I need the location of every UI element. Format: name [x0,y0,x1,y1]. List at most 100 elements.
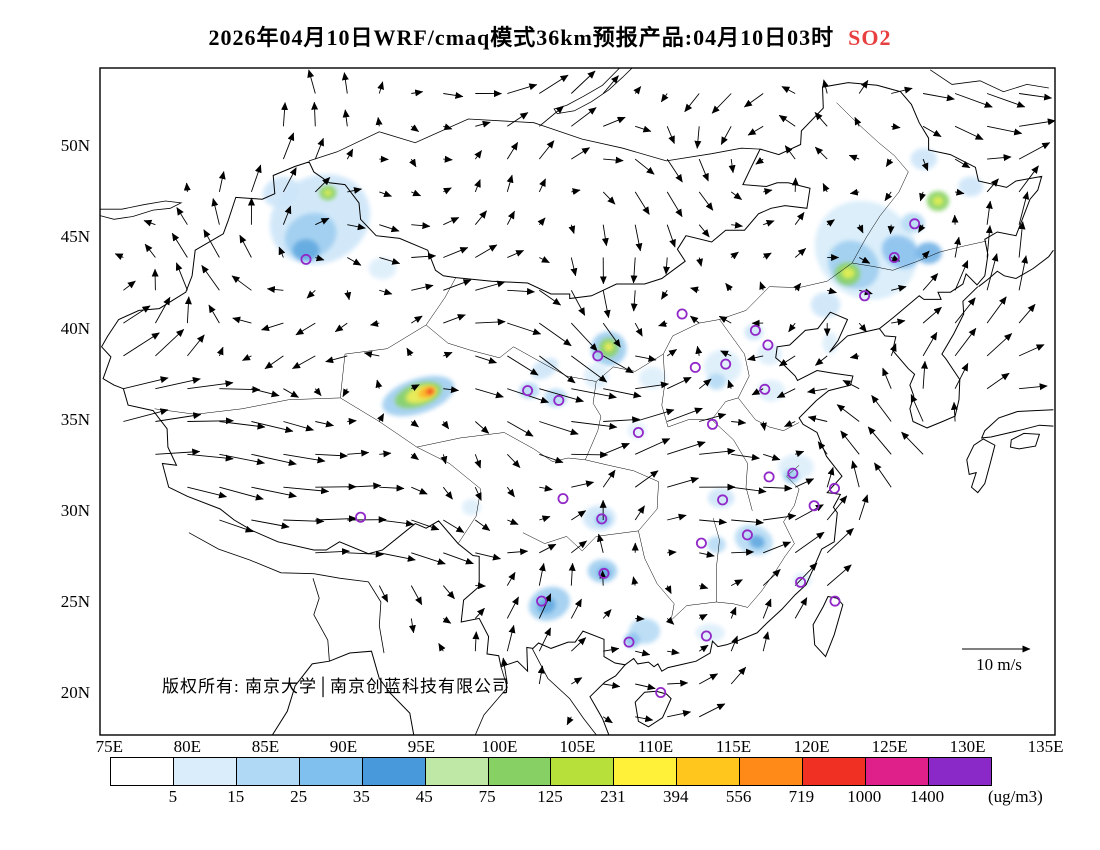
wind-vector [571,355,608,383]
wind-vector [759,281,766,291]
hainan-island [634,690,672,728]
kyushu-japan [966,438,996,494]
wind-vector [506,453,521,468]
wind-vector [815,355,828,366]
wind-vector [814,146,828,160]
wind-vector [538,178,546,193]
wind-vector [922,306,942,324]
wind-vector [314,137,324,160]
wind-vector [438,642,446,652]
wind-vector [630,290,638,312]
wind-vector [411,552,446,565]
lake-baikal [553,68,633,115]
wind-vector [729,606,737,619]
wind-vector [325,355,348,364]
wind-vector [315,254,325,262]
wind-vector [634,470,659,488]
city-marker [598,567,610,579]
wind-vector [443,386,459,394]
wind-vector [711,93,732,114]
wind-vector [698,613,708,621]
wind-vector [187,453,234,462]
wind-vector [278,246,286,258]
coastline-layer [100,68,1054,735]
wind-vector [603,646,620,654]
copyright-text: 版权所有: 南京大学│南京创蓝科技有限公司 [162,677,511,696]
pollution-area [604,342,614,352]
wind-vector [986,333,1013,357]
wind-vector [443,91,464,99]
wind-vector [411,189,422,197]
wind-vector [571,188,581,196]
wind-vector [663,257,671,275]
laos-vietnam-border [531,648,597,735]
city-marker [596,513,608,525]
lat-tick-label: 35N [60,409,90,429]
wind-vector [283,453,326,464]
wind-vector [603,416,641,424]
wind-vector [507,83,538,94]
wind-vector [690,315,700,324]
wind-vector [411,283,434,291]
lat-tick-label: 25N [60,591,90,611]
wind-vector [817,441,828,455]
wind-vector [666,126,675,145]
wind-vector [571,480,595,488]
wind-vector [1019,118,1055,127]
wind-vector [986,93,1026,108]
wind-vector [778,114,796,127]
wind-vector [922,331,938,357]
wind-vector [474,150,482,160]
wind-vector [251,486,297,499]
wind-vector [667,407,703,422]
wind-vector [506,486,515,498]
wind-vector [376,413,385,422]
wind-vector [314,177,331,193]
wind-vector [377,81,384,94]
wind-vector [292,355,316,369]
wind-vector [242,353,252,361]
wind-vector [919,191,926,202]
wind-vector [411,222,431,230]
wind-vector [794,562,818,586]
wind-vector [1018,255,1029,291]
wind-vector [666,349,678,357]
wind-vector [910,394,924,422]
wind-vector [539,453,564,464]
wind-vector [251,388,280,398]
wind-vector [216,346,224,357]
wind-vector [442,616,452,624]
wind-vector [985,200,993,225]
pollution-area [462,499,481,516]
wind-vector [891,86,913,94]
wind-vector [891,318,906,326]
city-marker [859,290,871,302]
wind-vector [850,460,860,488]
pollution-area [744,324,764,341]
wind-vector [634,322,643,337]
wind-vector [537,217,546,226]
wind-vector [954,260,969,291]
wind-vector [123,376,169,390]
wind-vector [827,287,837,295]
wind-vector [155,412,202,422]
wind-vector [201,264,220,291]
wind-vector [731,221,743,229]
colorbar-tick-label: 231 [600,787,626,806]
wind-vector [406,347,414,357]
colorbar-unit-label: (ug/m3) [988,787,1043,806]
wind-vector [442,486,453,500]
city-marker [695,537,707,549]
wind-vector [795,478,815,488]
wind-vector [239,234,252,258]
wind-vector [807,415,828,423]
wind-vector [282,205,292,225]
wind-vector [347,550,384,558]
wind-vector [635,355,657,362]
wind-vector [443,351,453,359]
wind-vector [667,679,689,687]
wind-vector [347,417,357,425]
lon-tick-label: 125E [871,737,908,756]
wind-vector [1019,383,1048,391]
